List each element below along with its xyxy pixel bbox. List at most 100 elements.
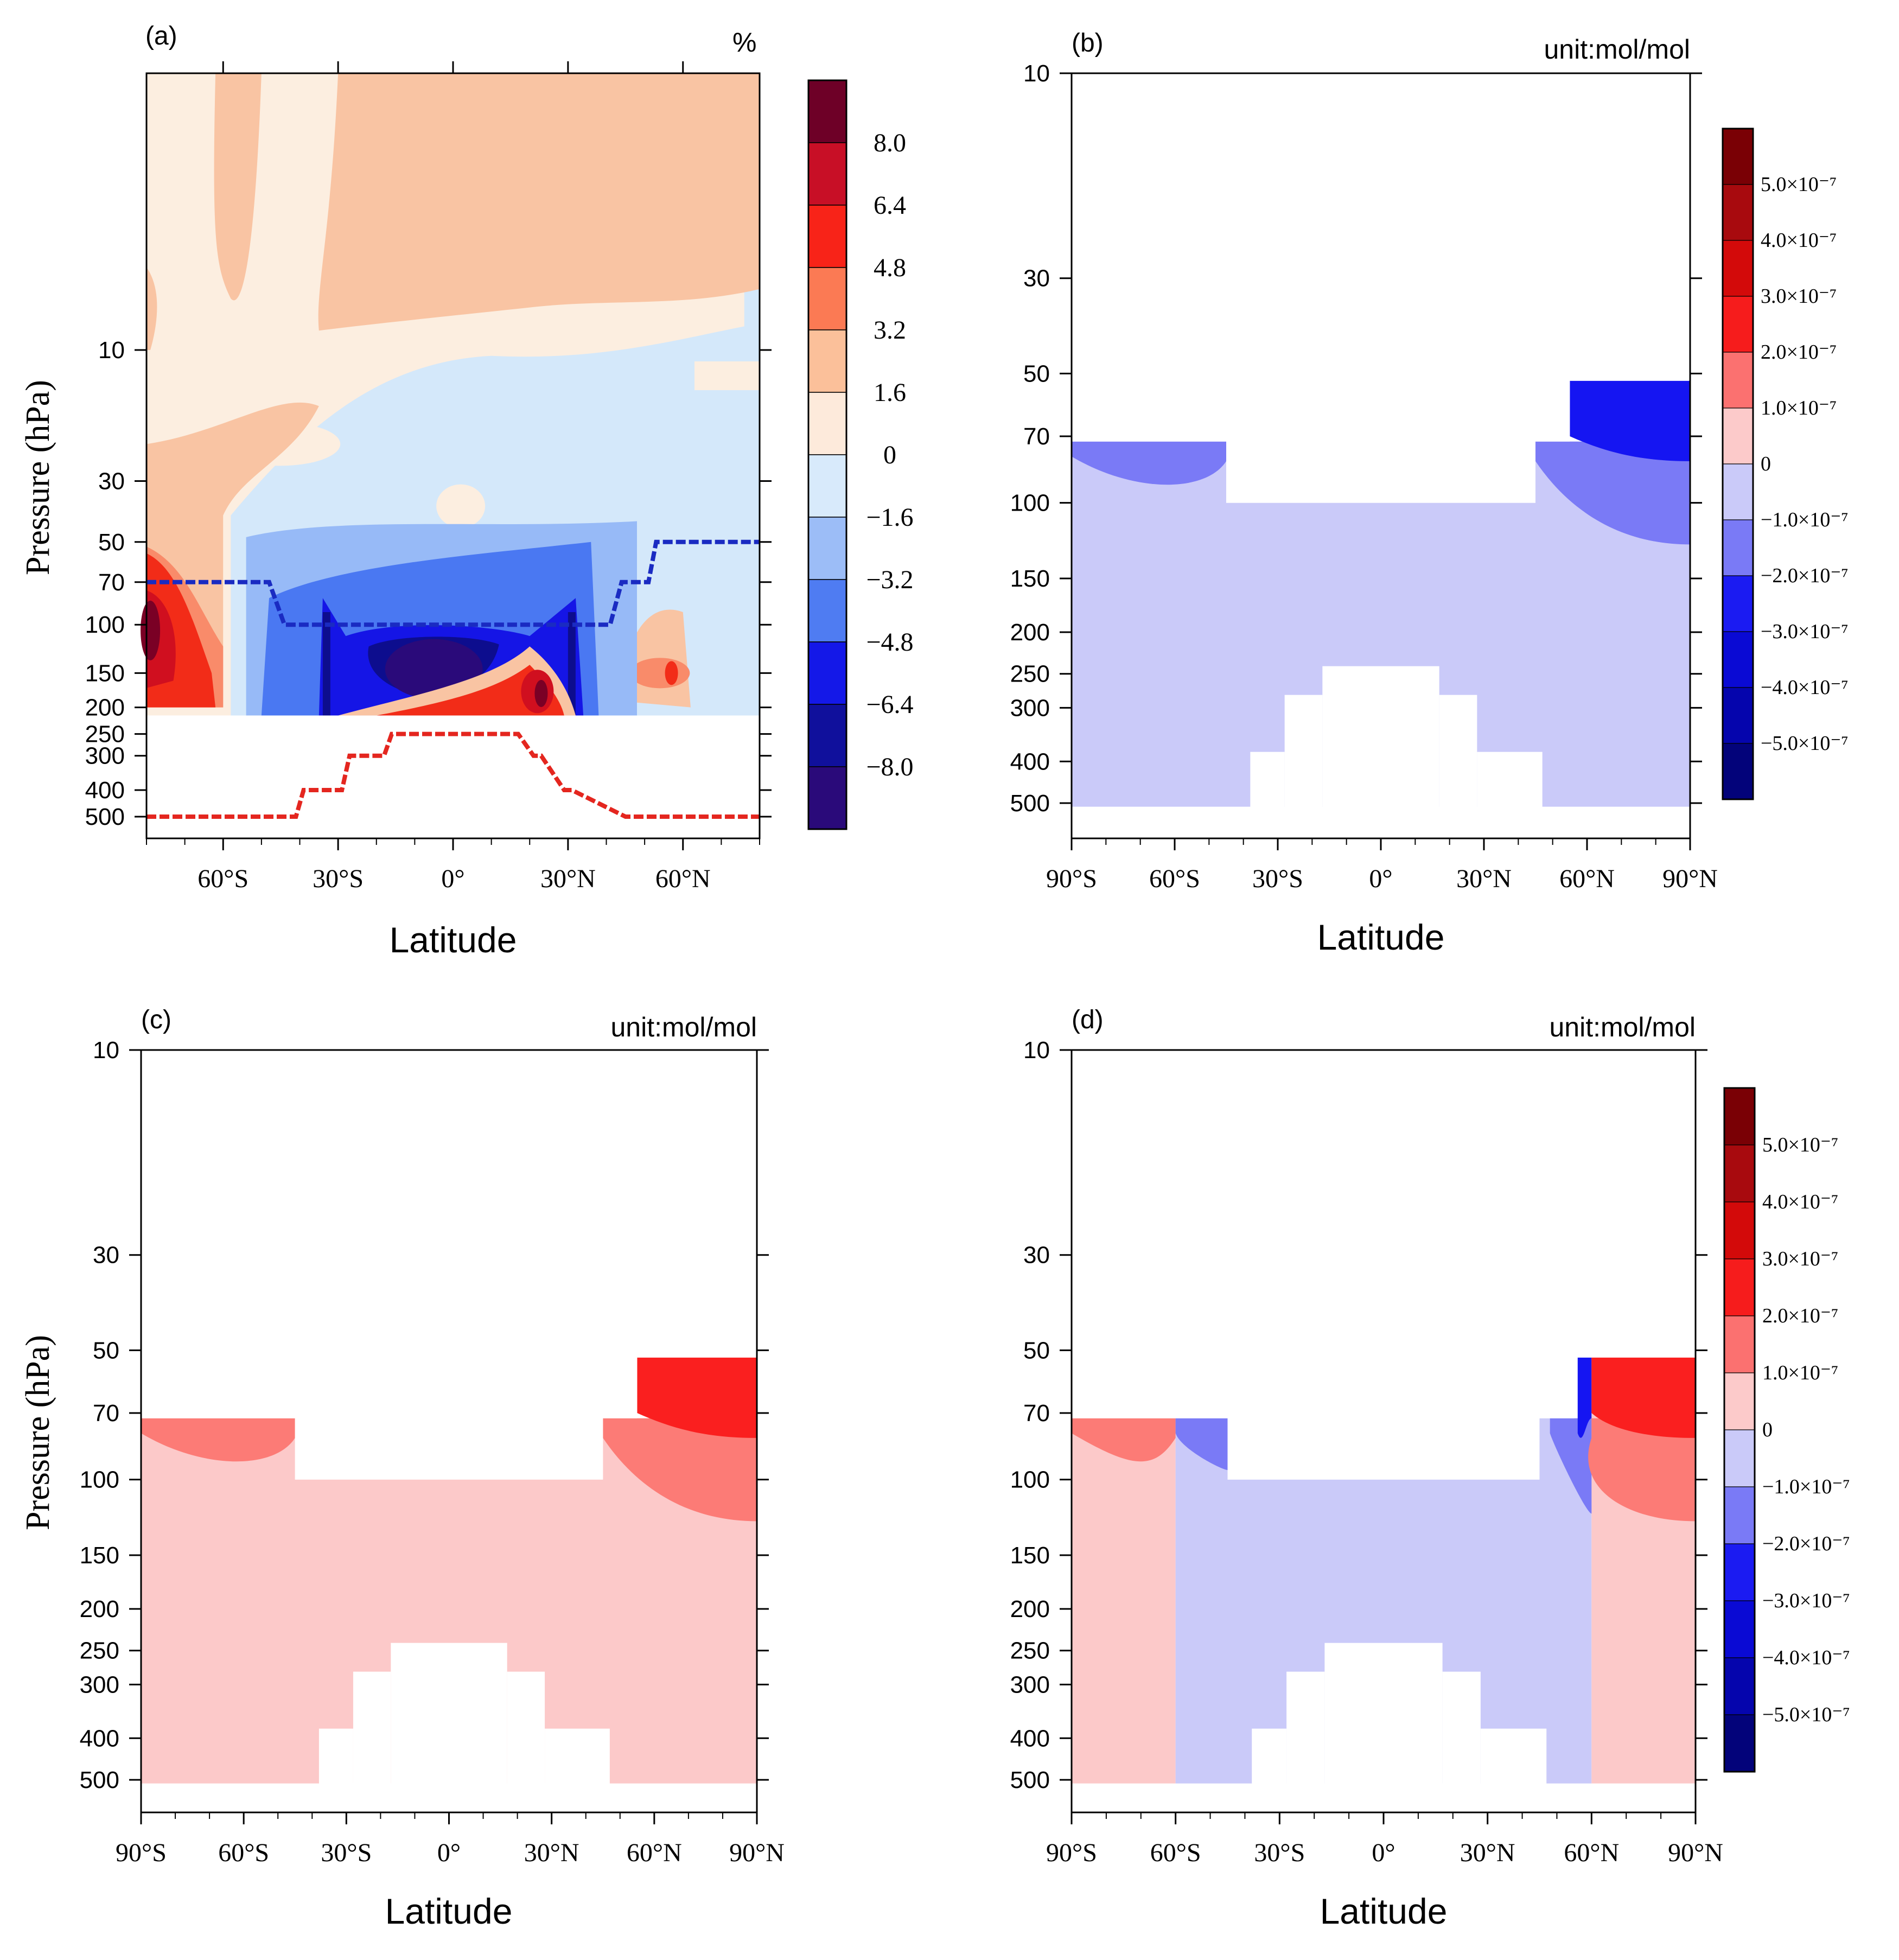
- field-pos-1: [146, 267, 157, 350]
- panel-c-field: [141, 1051, 757, 1812]
- colorbar-label: 0: [1762, 1418, 1773, 1441]
- x-tick-label: 30°N: [1456, 864, 1512, 893]
- x-tick-label: 90°S: [116, 1838, 167, 1867]
- y-tick-label: 500: [85, 804, 125, 830]
- panel-d: 90°S 60°S 30°S 0° 30°N 60°N 90°N 10 30 50 70 100 150…: [1010, 1006, 1850, 1931]
- region-2: [1535, 441, 1690, 545]
- x-tick-label: 90°S: [1046, 864, 1097, 893]
- panel-a-axes: 60°S 30°S 0° 30°N 60°N 10 30 50 70 100 150 20025030…: [85, 61, 772, 893]
- colorbar-swatch: [1724, 1714, 1755, 1772]
- x-tick-label: 90°N: [1668, 1838, 1723, 1867]
- y-tick-label: 150: [1010, 1542, 1050, 1569]
- panel-c-ylabel: Pressure (hPa): [20, 1335, 56, 1530]
- colorbar-label: 2.0×10⁻⁷: [1762, 1304, 1838, 1327]
- y-tick-label: 200: [80, 1596, 119, 1622]
- panel-d-field: [1072, 1051, 1696, 1812]
- colorbar-swatch: [1722, 408, 1754, 464]
- colorbar-label: −4.0×10⁻⁷: [1762, 1646, 1850, 1669]
- x-tick-label: 90°N: [1662, 864, 1718, 893]
- mask: [141, 1051, 757, 1357]
- colorbar-swatch: [1722, 128, 1754, 185]
- mask: [1477, 752, 1543, 838]
- panel-b-letter: (b): [1072, 29, 1104, 58]
- panel-d-colorbar: 5.0×10⁻⁷ 4.0×10⁻⁷ 3.0×10⁻⁷ 2.0×10⁻⁷ 1.0×10⁻⁷…: [1723, 1087, 1850, 1773]
- mask: [1072, 1783, 1252, 1812]
- mask: [1072, 74, 1690, 380]
- region-0: [141, 1418, 757, 1784]
- colorbar-label: −1.6: [866, 503, 913, 532]
- colorbar-label: −2.0×10⁻⁷: [1762, 1532, 1850, 1555]
- y-tick-label: 100: [80, 1467, 119, 1493]
- y-tick-label: 30: [1023, 265, 1050, 292]
- colorbar-swatch: [808, 641, 847, 705]
- region-7: [1588, 1418, 1696, 1522]
- region-8: [1591, 1357, 1696, 1438]
- mask: [1252, 1728, 1287, 1812]
- mask: [1442, 1671, 1481, 1812]
- y-tick-label: 100: [85, 612, 125, 638]
- mask: [545, 1728, 610, 1812]
- field-pos-3: [376, 665, 564, 716]
- y-tick-label: 70: [98, 569, 125, 596]
- colorbar-swatch: [1722, 240, 1754, 297]
- panel-b-xlabel: Latitude: [1317, 917, 1445, 957]
- region-5: [1550, 1418, 1592, 1514]
- colorbar-label: 8.0: [874, 129, 906, 157]
- panel-c: 90°S 60°S 30°S 0° 30°N 60°N 90°N 10 30 50 70 100 150…: [20, 1006, 785, 1931]
- y-tick-label: 70: [1023, 423, 1050, 450]
- panel-a-colorbar: 8.0 6.4 4.8 3.2 1.6 0 −1.6 −3.2 −4.8 −6.4 −8.0: [807, 79, 914, 830]
- x-tick-label: 0°: [1372, 1838, 1395, 1867]
- field-pos-2: [630, 658, 690, 689]
- colorbar-label: −3.0×10⁻⁷: [1762, 1589, 1850, 1612]
- mask: [318, 1728, 353, 1812]
- region-0: [1072, 441, 1690, 807]
- panel-b-unit: unit:mol/mol: [1544, 34, 1690, 65]
- panel-b-axes: 90°S 60°S 30°S 0° 30°N 60°N 90°N 10 30 50 70 100 150…: [1010, 60, 1718, 893]
- colorbar-label: 5.0×10⁻⁷: [1762, 1134, 1838, 1156]
- panel-c-letter: (c): [141, 1006, 171, 1034]
- field-pos-1: [318, 73, 760, 331]
- x-tick-label: 60°N: [627, 1838, 682, 1867]
- colorbar-swatch: [1724, 1144, 1755, 1202]
- colorbar-swatch: [1724, 1429, 1755, 1487]
- mask: [1226, 441, 1535, 503]
- y-tick-label: 250: [80, 1638, 119, 1664]
- colorbar-swatch: [808, 766, 847, 830]
- y-tick-label: 30: [1023, 1242, 1050, 1269]
- y-tick-label: 300: [85, 743, 125, 769]
- colorbar-label: −2.0×10⁻⁷: [1761, 564, 1849, 587]
- x-tick-label: 0°: [1369, 864, 1392, 893]
- x-tick-label: 60°S: [197, 864, 248, 893]
- y-tick-label: 200: [1010, 1596, 1050, 1622]
- panel-a-unit: %: [732, 27, 756, 58]
- y-tick-label: 30: [98, 468, 125, 495]
- panel-c-xlabel: Latitude: [385, 1891, 513, 1931]
- colorbar-swatch: [1722, 463, 1754, 520]
- x-tick-label: 60°N: [1564, 1838, 1619, 1867]
- y-tick-label: 300: [1010, 1671, 1050, 1698]
- y-tick-label: 150: [1010, 565, 1050, 592]
- colorbar-label: 1.0×10⁻⁷: [1762, 1361, 1838, 1384]
- y-tick-label: 200: [85, 695, 125, 721]
- y-tick-label: 400: [80, 1725, 119, 1752]
- colorbar-label: −6.4: [866, 690, 913, 719]
- colorbar-frame: [1722, 128, 1754, 800]
- region-4: [1175, 1418, 1228, 1471]
- mask: [1250, 752, 1285, 838]
- colorbar-label: 1.6: [874, 378, 906, 407]
- colorbar-swatch: [1722, 352, 1754, 409]
- y-tick-label: 10: [1023, 60, 1050, 87]
- region-1: [141, 1418, 295, 1462]
- panel-b-colorbar: 5.0×10⁻⁷ 4.0×10⁻⁷ 3.0×10⁻⁷ 2.0×10⁻⁷ 1.0×10⁻⁷…: [1722, 128, 1849, 800]
- y-tick-label: 50: [93, 1337, 119, 1364]
- colorbar-swatch: [1722, 184, 1754, 241]
- y-tick-label: 150: [80, 1542, 119, 1569]
- mask: [1286, 1671, 1325, 1812]
- mask: [507, 1671, 545, 1812]
- mask: [1546, 1783, 1696, 1812]
- mask: [1542, 806, 1690, 838]
- panel-c-unit: unit:mol/mol: [610, 1012, 757, 1042]
- colorbar-label: 4.8: [874, 253, 906, 282]
- x-tick-label: 30°S: [1254, 1838, 1305, 1867]
